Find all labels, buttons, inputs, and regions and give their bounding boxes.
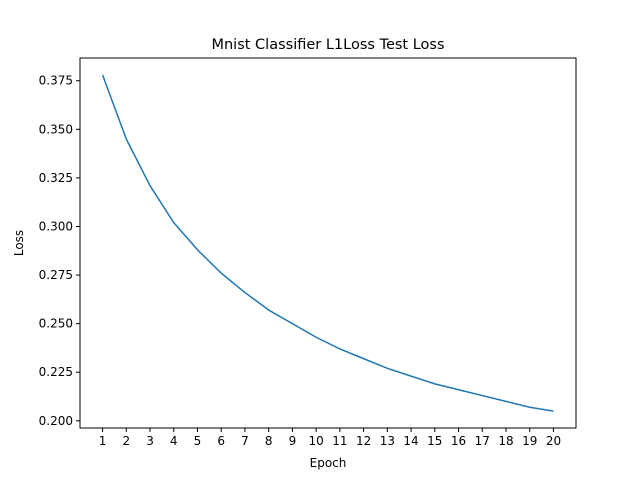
x-tick-label: 13 <box>380 434 395 448</box>
y-tick-label: 0.300 <box>39 219 73 233</box>
plot-background <box>80 58 576 428</box>
x-axis-title: Epoch <box>310 456 347 470</box>
series-line <box>101 74 554 412</box>
x-tick-label: 6 <box>217 434 225 448</box>
chart-title: Mnist Classifier L1Loss Test Loss <box>211 37 444 53</box>
x-tick-label: 20 <box>546 434 561 448</box>
x-tick-label: 15 <box>427 434 442 448</box>
x-tick-label: 1 <box>99 434 107 448</box>
y-tick-label: 0.200 <box>39 414 73 428</box>
x-tick-label: 14 <box>403 434 418 448</box>
x-tick-label: 18 <box>498 434 513 448</box>
x-tick-label: 4 <box>170 434 178 448</box>
x-tick-label: 2 <box>122 434 130 448</box>
x-tick-label: 11 <box>332 434 347 448</box>
x-tick-label: 17 <box>475 434 490 448</box>
x-tick-label: 8 <box>265 434 273 448</box>
x-axis-ticks: 1 2 3 4 5 6 7 8 9 10 11 12 13 14 15 16 17 18 19 20 <box>99 428 561 448</box>
y-tick-label: 0.225 <box>39 365 73 379</box>
y-tick-label: 0.325 <box>39 171 73 185</box>
series-layer <box>101 74 554 412</box>
y-tick-label: 0.350 <box>39 122 73 136</box>
y-axis-ticks: 0.200 0.225 0.250 0.275 0.300 0.325 0.350 0.375 <box>39 74 80 428</box>
y-tick-label: 0.375 <box>39 74 73 88</box>
x-tick-label: 5 <box>194 434 202 448</box>
x-tick-label: 3 <box>146 434 154 448</box>
x-tick-label: 16 <box>451 434 466 448</box>
x-tick-label: 9 <box>289 434 297 448</box>
plot-frame <box>79 57 577 429</box>
y-tick-label: 0.250 <box>39 317 73 331</box>
y-axis-title: Loss <box>12 230 26 256</box>
x-tick-label: 12 <box>356 434 371 448</box>
x-tick-label: 10 <box>308 434 323 448</box>
x-tick-label: 7 <box>241 434 249 448</box>
y-tick-label: 0.275 <box>39 268 73 282</box>
x-tick-label: 19 <box>522 434 537 448</box>
